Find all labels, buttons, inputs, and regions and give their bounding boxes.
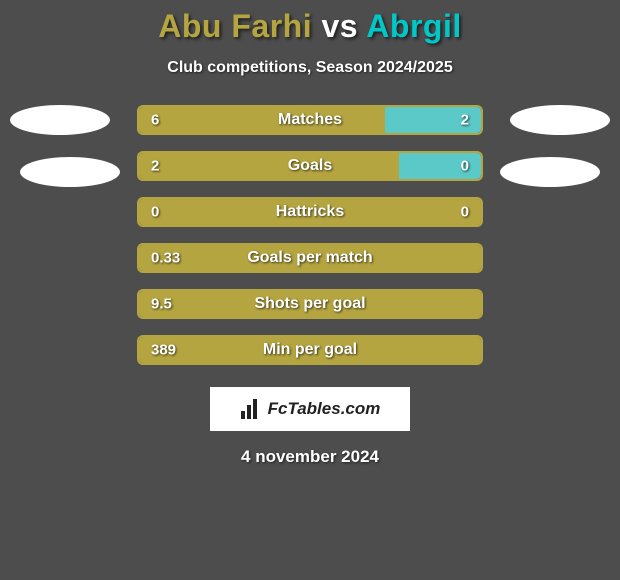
player-ellipse-right xyxy=(510,105,610,135)
stat-row: 389Min per goal xyxy=(137,335,483,365)
brand-box: FcTables.com xyxy=(210,387,410,431)
stat-label: Min per goal xyxy=(139,341,481,359)
brand-text: FcTables.com xyxy=(268,399,381,419)
player2-name: Abrgil xyxy=(366,8,461,44)
stat-row: 9.5Shots per goal xyxy=(137,289,483,319)
stat-row: 00Hattricks xyxy=(137,197,483,227)
stat-label: Matches xyxy=(139,111,481,129)
vs-text: vs xyxy=(321,8,358,44)
player-ellipse-left xyxy=(20,157,120,187)
date-text: 4 november 2024 xyxy=(0,447,620,467)
chart-area: 62Matches 20Goals 00Hattricks 0.33Goals per… xyxy=(0,105,620,381)
bars-icon xyxy=(240,399,262,419)
player-ellipse-left xyxy=(10,105,110,135)
subtitle: Club competitions, Season 2024/2025 xyxy=(0,59,620,77)
title: Abu Farhi vs Abrgil xyxy=(0,8,620,45)
stat-row: 62Matches xyxy=(137,105,483,135)
stat-label: Goals xyxy=(139,157,481,175)
stat-label: Hattricks xyxy=(139,203,481,221)
player-ellipse-right xyxy=(500,157,600,187)
comparison-card: Abu Farhi vs Abrgil Club competitions, S… xyxy=(0,0,620,467)
stat-row: 20Goals xyxy=(137,151,483,181)
stat-label: Shots per goal xyxy=(139,295,481,313)
stat-label: Goals per match xyxy=(139,249,481,267)
stat-row: 0.33Goals per match xyxy=(137,243,483,273)
player1-name: Abu Farhi xyxy=(158,8,312,44)
